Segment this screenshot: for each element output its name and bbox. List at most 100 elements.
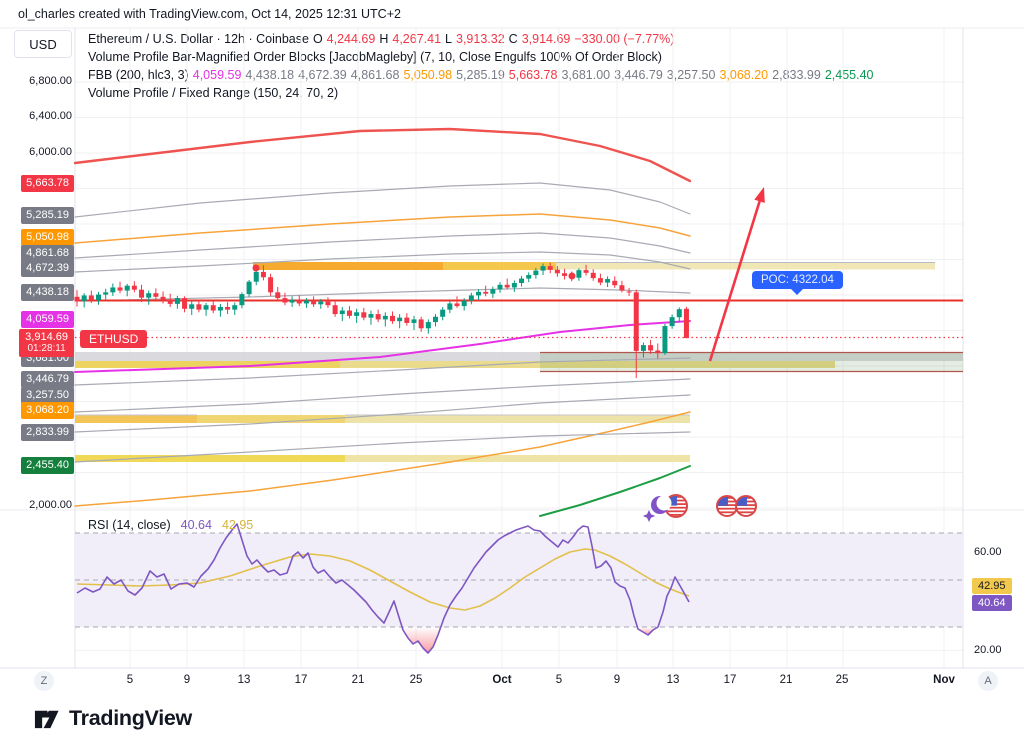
price-axis-label: 6,000.00 [29, 146, 72, 158]
price-axis-badge: 4,059.59 [21, 311, 74, 328]
candle [253, 271, 259, 282]
legend-part: C [508, 32, 518, 46]
time-axis-edge-left: Z [34, 671, 54, 691]
fbb-band-line [74, 394, 691, 433]
legend-part: 2,455.40 [824, 68, 874, 82]
fbb-band-line [74, 251, 691, 273]
price-axis-badge: 2,455.40 [21, 457, 74, 474]
price-axis-badge: 5,050.98 [21, 229, 74, 246]
price-axis-badge: 4,861.68 [21, 245, 74, 262]
legend-symbol-row[interactable]: Ethereum / U.S. Dollar · 12h · Coinbase O… [88, 30, 678, 48]
rsi-title: RSI (14, close) [88, 518, 171, 532]
currency-button[interactable]: USD [14, 30, 72, 58]
crescent-moon-icon[interactable] [651, 495, 672, 515]
candle [404, 317, 410, 323]
candle [397, 317, 403, 322]
us-flag-icon[interactable] [735, 495, 757, 517]
time-axis-label: 25 [409, 674, 423, 686]
candle [225, 306, 231, 310]
price-axis-badge: 4,672.39 [21, 260, 74, 277]
rsi-ma-value: 42.95 [221, 518, 254, 532]
legend-indicator-order-blocks[interactable]: Volume Profile Bar-Magnified Order Block… [88, 48, 666, 66]
candle [196, 304, 202, 310]
candle [540, 266, 546, 271]
rsi-oversold-fill [401, 627, 441, 653]
price-axis-badge: 5,285.19 [21, 207, 74, 224]
us-flag-icon[interactable] [664, 494, 688, 518]
candle [633, 292, 639, 351]
legend-indicator-volume-profile[interactable]: Volume Profile / Fixed Range (150, 24, 7… [88, 84, 342, 102]
legend-part: Ethereum / U.S. Dollar · 12h · Coinbase [88, 32, 309, 46]
legend-part: 3,068.20 [719, 68, 769, 82]
legend-part: 2,833.99 [772, 68, 821, 82]
poc-tooltip[interactable]: POC: 4322.04 [752, 271, 843, 295]
order-block-strip [75, 361, 340, 368]
candle [275, 292, 281, 299]
candle [504, 284, 510, 288]
time-axis-label: 17 [723, 674, 737, 686]
price-axis-label: 6,400.00 [29, 110, 72, 122]
order-block-strip [197, 415, 345, 423]
candle [626, 291, 632, 293]
legend-part: H [379, 32, 389, 46]
tradingview-logo[interactable]: TradingView [33, 705, 192, 732]
candle [232, 305, 238, 310]
candle [296, 299, 302, 304]
candle [676, 309, 682, 318]
candles[interactable] [74, 262, 689, 378]
candle [433, 316, 438, 323]
candle [88, 295, 94, 300]
candle [425, 322, 431, 329]
legend-part: O [312, 32, 323, 46]
candle [483, 291, 489, 294]
candle [117, 287, 123, 291]
candle [74, 296, 80, 302]
currency-button-label: USD [29, 36, 57, 52]
us-flag-icon[interactable] [716, 495, 738, 517]
time-axis-label: 5 [126, 674, 134, 686]
candle [124, 285, 130, 291]
price-axis-label: 6,800.00 [29, 75, 72, 87]
time-axis-label: 21 [351, 674, 365, 686]
bar-countdown: 01:28:11 [27, 343, 66, 354]
fbb-band-line [74, 378, 691, 413]
candle [461, 300, 467, 307]
legend-part: Volume Profile Bar-Magnified Order Block… [88, 50, 662, 64]
candle [533, 270, 539, 276]
legend-part: 4,267.41 [392, 32, 442, 46]
fbb-band-line [74, 213, 691, 244]
rsi-oversold-fill [637, 627, 658, 635]
candle [289, 299, 295, 303]
rsi-legend-row[interactable]: RSI (14, close) 40.64 42.95 [88, 518, 253, 532]
candle [648, 345, 654, 351]
candle [511, 283, 517, 288]
candle [311, 300, 317, 305]
candle [346, 310, 352, 316]
order-block-strip [75, 361, 835, 368]
candle [210, 305, 216, 311]
time-axis-label: 9 [613, 674, 621, 686]
candle [612, 280, 618, 286]
candle [375, 314, 381, 320]
fbb-band-line [539, 465, 691, 517]
legend-part: 4,438.18 [245, 68, 295, 82]
candle [318, 301, 324, 305]
candle [669, 317, 675, 327]
candle [597, 278, 603, 283]
time-axis-label: 9 [183, 674, 191, 686]
candle [260, 271, 266, 278]
order-block-strip [345, 455, 690, 462]
candle [382, 315, 388, 320]
candle [389, 315, 395, 322]
time-axis-label: 13 [666, 674, 680, 686]
tradingview-logo-icon [34, 710, 59, 729]
order-block-marker [252, 264, 260, 272]
trend-arrow[interactable] [708, 199, 762, 362]
candle [239, 294, 245, 306]
legend-part: 4,244.69 [326, 32, 376, 46]
candle [619, 285, 625, 291]
legend-part: −330.00 (−7.77%) [574, 32, 675, 46]
fbb-band-line [74, 357, 691, 386]
